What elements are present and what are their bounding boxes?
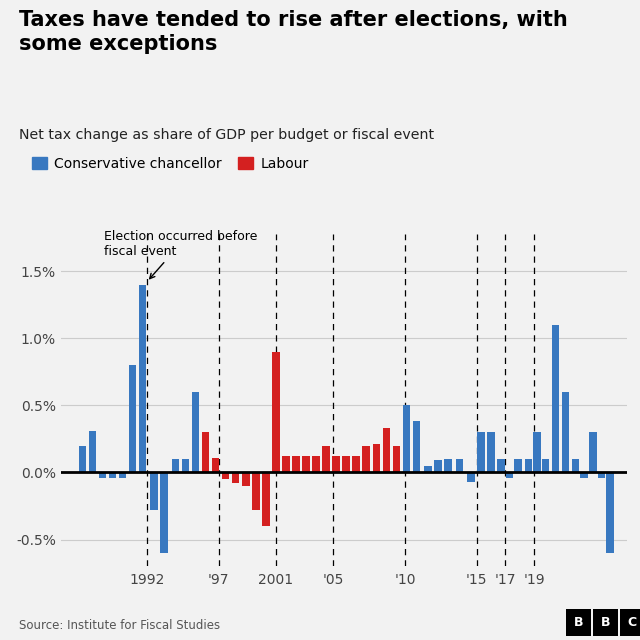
Bar — [572, 459, 579, 472]
Bar — [362, 445, 370, 472]
Bar — [552, 325, 559, 472]
Bar — [172, 459, 179, 472]
Bar — [515, 459, 522, 472]
Bar — [129, 365, 136, 472]
Bar — [372, 444, 380, 472]
Bar — [119, 472, 126, 478]
Bar — [99, 472, 106, 478]
Text: C: C — [628, 616, 637, 629]
Bar — [262, 472, 269, 526]
Bar — [332, 456, 340, 472]
Bar — [88, 431, 96, 472]
Text: Election occurred before
fiscal event: Election occurred before fiscal event — [104, 230, 257, 278]
Bar — [109, 472, 116, 478]
Bar — [79, 445, 86, 472]
Bar — [606, 472, 614, 553]
Text: Source: Institute for Fiscal Studies: Source: Institute for Fiscal Studies — [19, 620, 220, 632]
Text: B: B — [601, 616, 610, 629]
Bar — [302, 456, 310, 472]
Text: Net tax change as share of GDP per budget or fiscal event: Net tax change as share of GDP per budge… — [19, 128, 435, 142]
Bar — [383, 428, 390, 472]
Bar — [403, 405, 410, 472]
Text: Taxes have tended to rise after elections, with
some exceptions: Taxes have tended to rise after election… — [19, 10, 568, 54]
Bar — [202, 432, 209, 472]
Bar — [139, 285, 147, 472]
Bar — [467, 472, 475, 482]
Bar — [477, 432, 484, 472]
Bar — [392, 445, 400, 472]
Bar — [580, 472, 588, 478]
Bar — [413, 422, 420, 472]
Bar — [434, 460, 442, 472]
Bar — [525, 459, 532, 472]
Bar — [272, 352, 280, 472]
Bar — [456, 459, 463, 472]
Bar — [282, 456, 290, 472]
Text: B: B — [574, 616, 583, 629]
Bar — [487, 432, 495, 472]
Bar — [192, 392, 199, 472]
Bar — [222, 472, 229, 479]
Bar — [497, 459, 505, 472]
Bar — [506, 472, 513, 478]
Bar — [323, 445, 330, 472]
Bar — [242, 472, 250, 486]
Bar — [232, 472, 239, 483]
Bar — [160, 472, 168, 553]
Bar — [541, 459, 549, 472]
Bar — [182, 459, 189, 472]
Bar — [212, 458, 220, 472]
Bar — [150, 472, 157, 510]
Bar — [342, 456, 350, 472]
Bar — [589, 432, 596, 472]
Bar — [444, 459, 452, 472]
Bar — [533, 432, 541, 472]
Bar — [424, 466, 431, 472]
Bar — [292, 456, 300, 472]
Legend: Conservative chancellor, Labour: Conservative chancellor, Labour — [26, 151, 314, 176]
Bar — [312, 456, 320, 472]
Bar — [353, 456, 360, 472]
Bar — [562, 392, 569, 472]
Bar — [252, 472, 260, 510]
Bar — [598, 472, 605, 478]
